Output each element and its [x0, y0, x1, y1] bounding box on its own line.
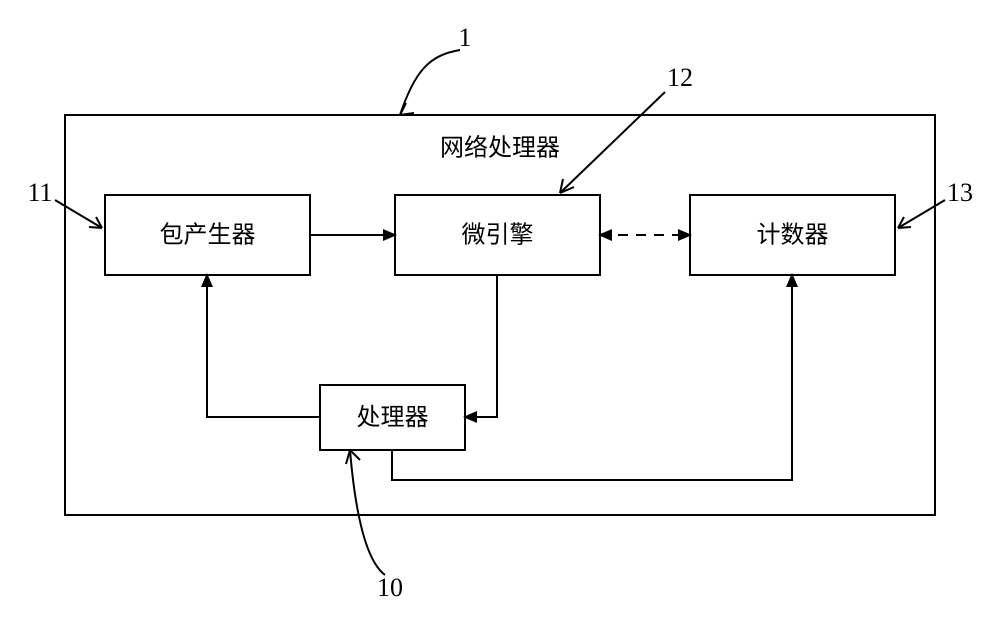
callout-label-13: 13	[947, 178, 973, 207]
callout-leader-10	[350, 450, 385, 575]
callout-leader-12	[560, 92, 665, 193]
node-label-pkt_gen: 包产生器	[160, 222, 256, 249]
node-label-processor: 处理器	[357, 404, 429, 431]
node-label-micro_engine: 微引擎	[462, 222, 534, 249]
callout-label-10: 10	[377, 573, 403, 602]
edge-processor-to-pktgen	[207, 275, 320, 417]
callout-leader-11	[55, 200, 102, 228]
container-title: 网络处理器	[440, 135, 560, 162]
callout-leader-1	[400, 50, 460, 115]
callout-leader-13	[898, 200, 945, 228]
node-label-counter: 计数器	[757, 222, 829, 249]
callout-tick-10	[346, 450, 360, 464]
callout-label-1: 1	[459, 23, 472, 52]
callout-tick-1	[400, 103, 414, 115]
block-diagram: 网络处理器 1 包产生器 11 微引擎 12 计数器 13 处理器 10	[0, 0, 1000, 624]
edge-engine-to-processor	[465, 275, 497, 417]
container-network-processor	[65, 115, 935, 515]
callout-label-11: 11	[27, 178, 52, 207]
callout-label-12: 12	[667, 63, 693, 92]
